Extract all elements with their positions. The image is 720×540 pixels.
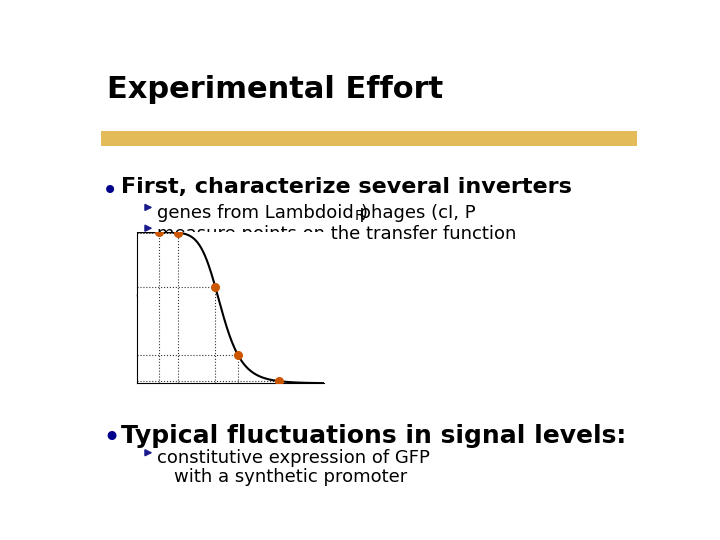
Text: •: •: [102, 177, 119, 205]
Text: Experimental Effort: Experimental Effort: [107, 75, 443, 104]
Text: genes from Lambdoid phages (cI, P: genes from Lambdoid phages (cI, P: [157, 204, 476, 222]
Text: Typical fluctuations in signal levels:: Typical fluctuations in signal levels:: [121, 424, 626, 448]
Text: output: output: [135, 289, 176, 302]
Text: constitutive expression of GFP: constitutive expression of GFP: [157, 449, 430, 468]
Text: with a synthetic promoter: with a synthetic promoter: [174, 468, 407, 486]
Text: measure points on the transfer function: measure points on the transfer function: [157, 225, 516, 243]
Text: input: input: [250, 370, 282, 383]
Text: ): ): [361, 204, 368, 222]
Bar: [101, 131, 636, 146]
Text: •: •: [102, 424, 120, 454]
Text: First, characterize several inverters: First, characterize several inverters: [121, 177, 572, 197]
Text: R: R: [355, 210, 364, 224]
